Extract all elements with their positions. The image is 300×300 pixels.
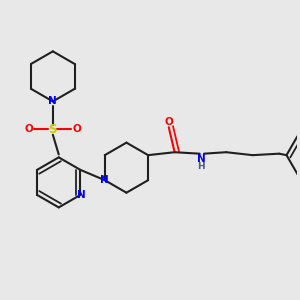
Text: O: O [25,124,34,134]
Text: O: O [72,124,81,134]
Text: O: O [164,117,173,127]
Text: N: N [49,96,57,106]
Text: N: N [100,175,109,185]
Text: H: H [197,162,205,171]
Text: N: N [77,190,86,200]
Text: S: S [49,123,57,136]
Text: N: N [197,154,206,164]
